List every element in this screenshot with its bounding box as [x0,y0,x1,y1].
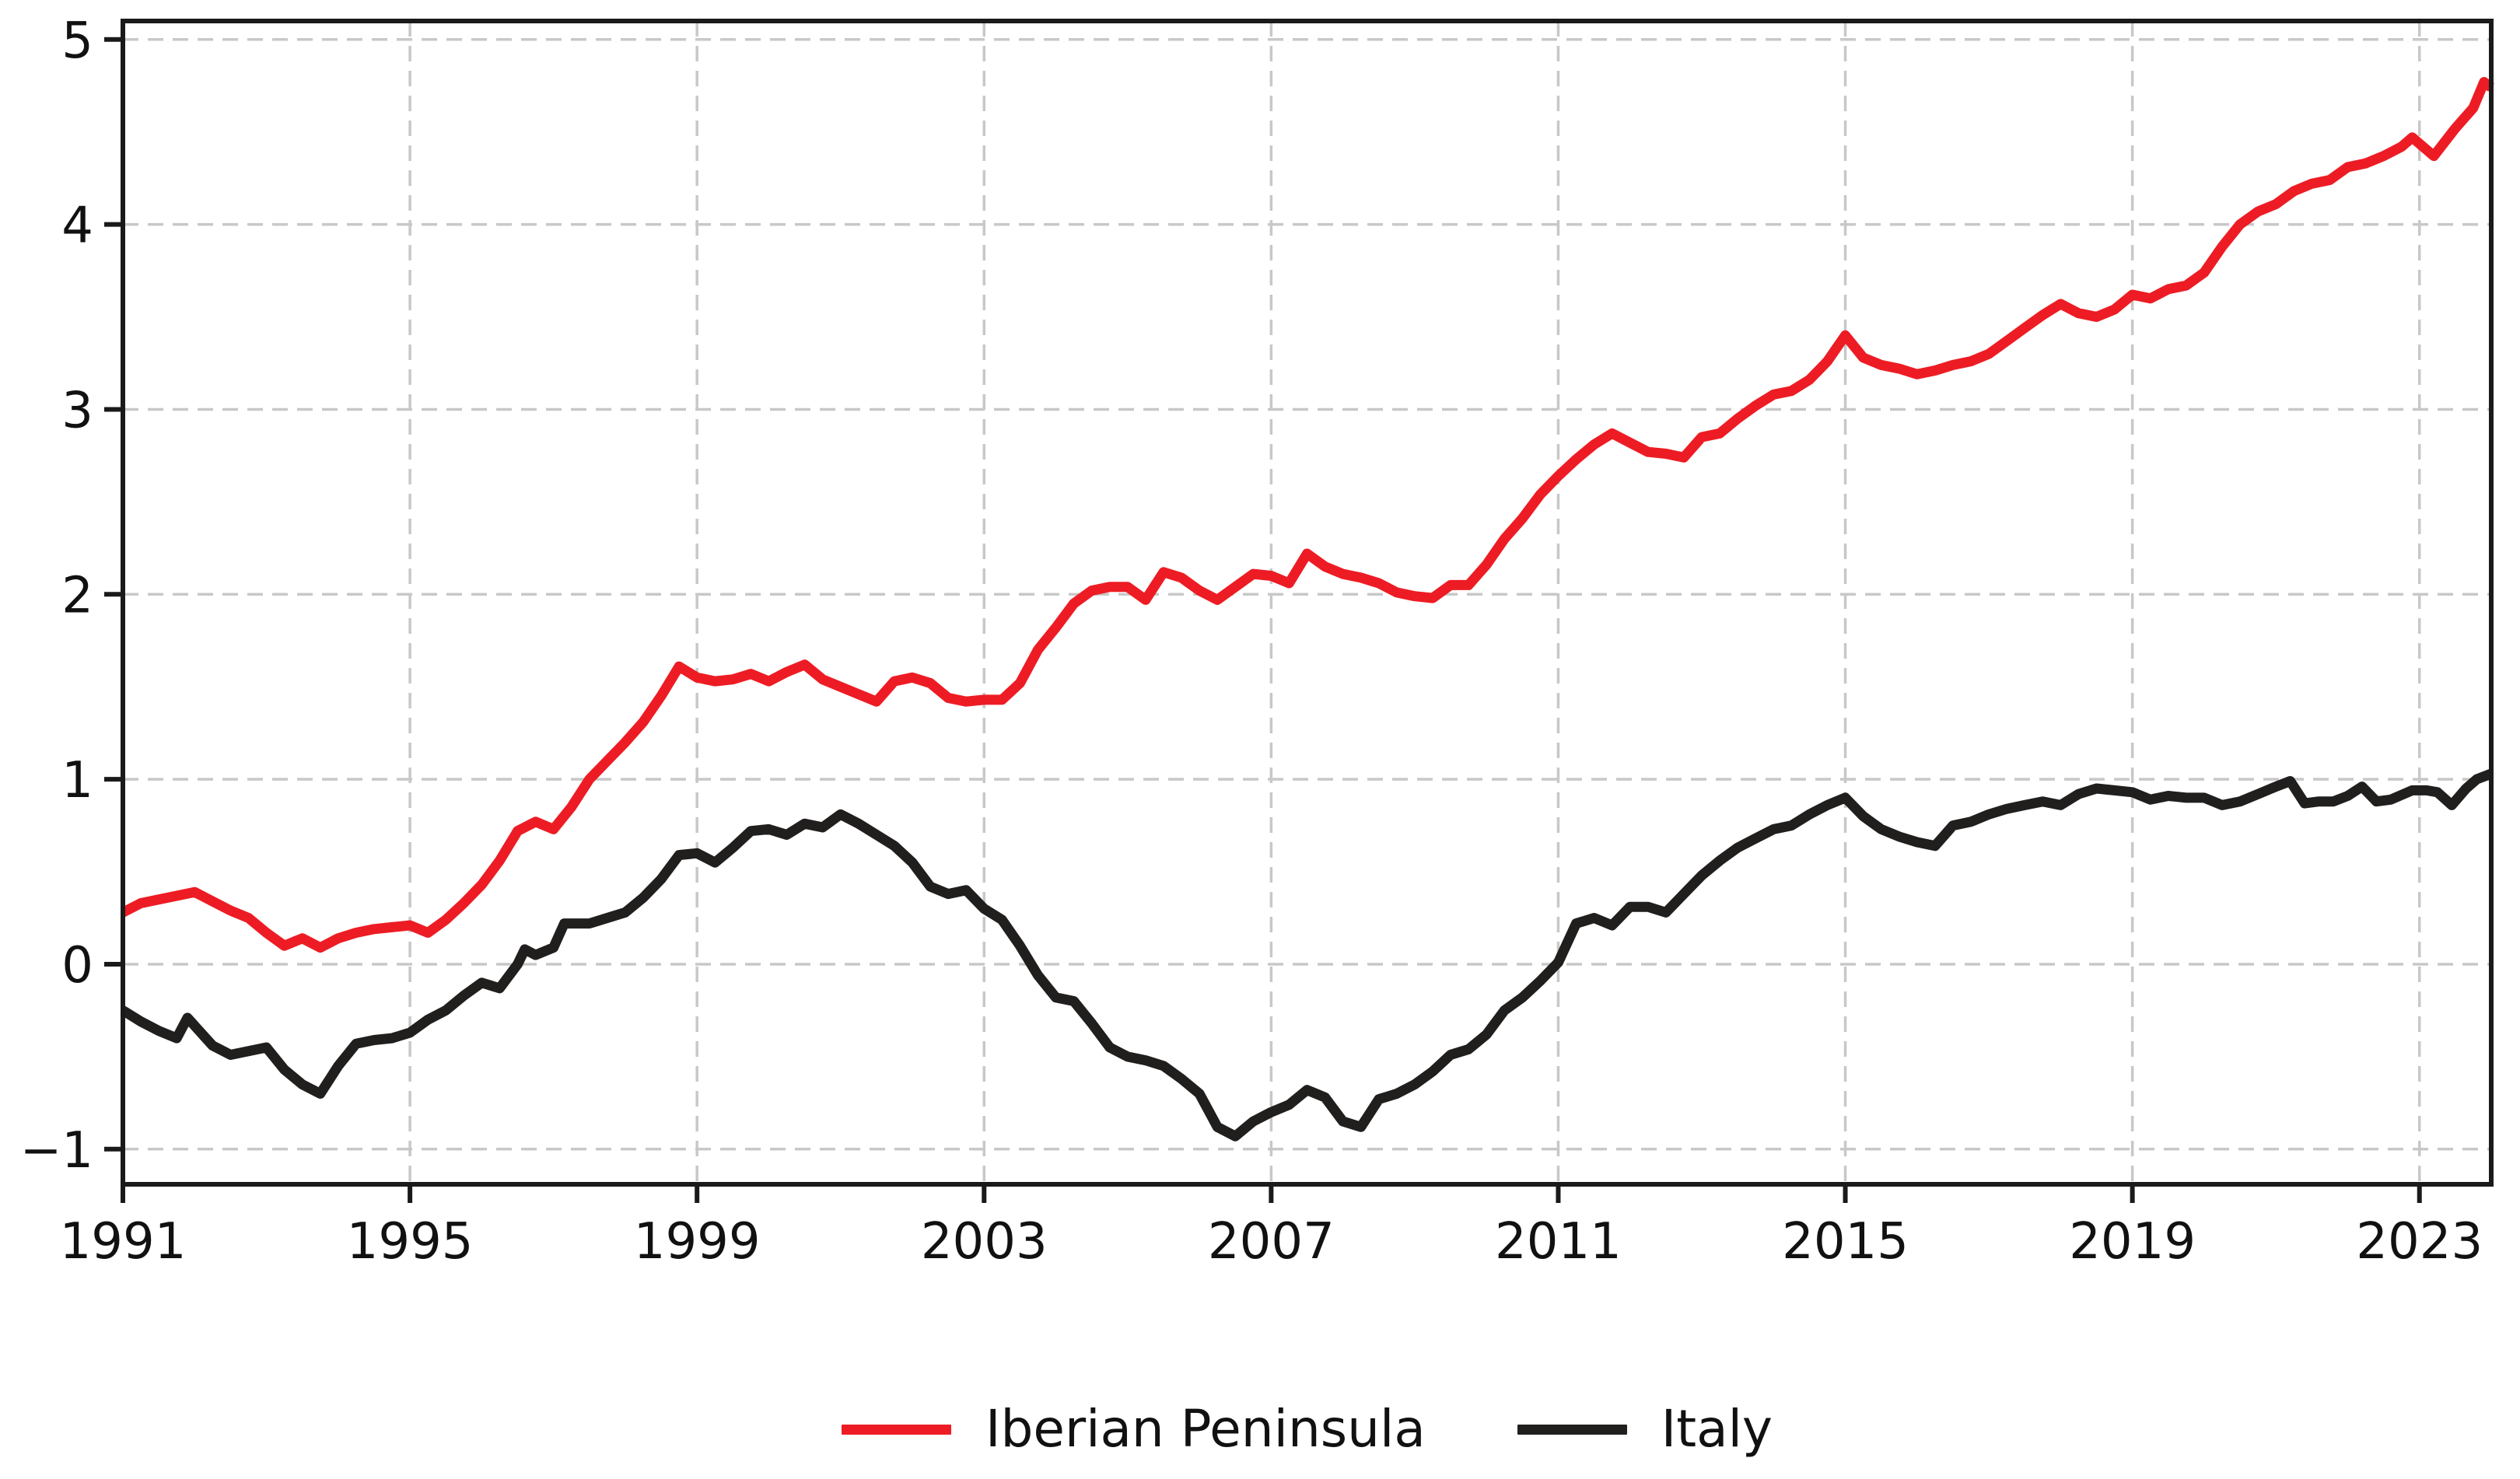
y-tick-label: 0 [61,937,93,995]
x-tick-label: 2023 [2356,1213,2483,1271]
legend: Iberian Peninsula Italy [123,1383,2491,1476]
y-tick-label: −1 [20,1122,93,1180]
data-series [120,77,2494,1142]
x-tick-label: 2011 [1495,1213,1622,1271]
x-tick-label: 1995 [347,1213,474,1271]
legend-line-swatch-red [842,1424,952,1435]
legend-item-iberian-peninsula: Iberian Peninsula [842,1404,1426,1455]
legend-label: Italy [1661,1399,1773,1459]
x-axis-tick-labels: 1991 1995 1999 2003 2007 2011 2015 2019 2023 [60,1213,2483,1271]
series-line-iberian-peninsula [121,77,2494,953]
y-tick-label: 3 [61,382,93,439]
y-tick-label: 1 [61,752,93,809]
legend-item-italy: Italy [1517,1404,1773,1455]
axis-ticks [104,37,2422,1203]
gridlines [121,21,2491,1184]
legend-line-swatch-black [1517,1424,1627,1435]
series-line-italy [120,768,2494,1142]
y-axis-tick-labels: −1 0 1 2 3 4 5 [20,12,93,1180]
y-tick-label: 4 [61,198,93,255]
plot-border [121,19,2494,1187]
legend-label: Iberian Peninsula [985,1399,1426,1459]
x-tick-label: 2015 [1782,1213,1909,1271]
x-tick-label: 1991 [60,1213,187,1271]
y-tick-label: 2 [61,567,93,624]
x-tick-label: 2003 [921,1213,1048,1271]
x-tick-label: 2007 [1208,1213,1335,1271]
x-tick-label: 2019 [2069,1213,2196,1271]
y-tick-label: 5 [61,12,93,70]
x-tick-label: 1999 [634,1213,761,1271]
